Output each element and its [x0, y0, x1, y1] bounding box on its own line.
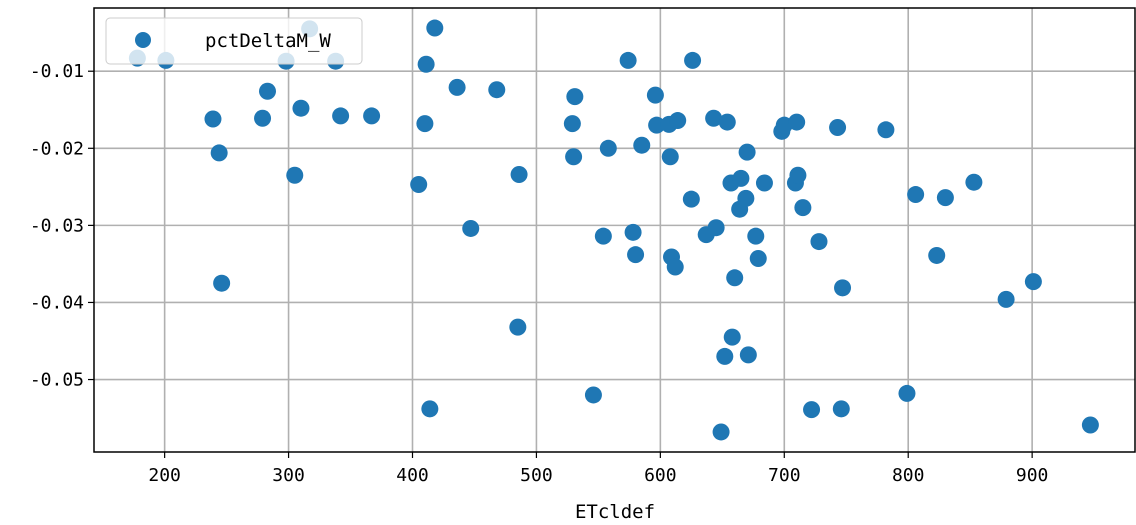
data-point: [834, 279, 852, 297]
data-point: [832, 400, 850, 418]
x-tick-label: 300: [272, 465, 305, 486]
legend-marker: [135, 32, 151, 48]
data-point: [803, 401, 821, 419]
data-point: [563, 115, 581, 133]
data-point: [810, 233, 828, 251]
data-point: [898, 384, 916, 402]
data-point: [648, 116, 666, 134]
data-point: [661, 148, 679, 166]
data-point: [723, 328, 741, 346]
data-point: [705, 109, 723, 127]
legend: pctDeltaM_W: [105, 17, 363, 65]
data-point: [928, 246, 946, 264]
data-point: [410, 176, 428, 194]
data-point: [997, 290, 1015, 308]
y-tick-label: -0.02: [30, 138, 84, 159]
data-point: [936, 189, 954, 207]
y-tick-label: -0.01: [30, 61, 84, 82]
data-point: [666, 258, 684, 276]
data-point: [488, 81, 506, 99]
data-point: [669, 112, 687, 130]
x-tick-label: 200: [148, 465, 181, 486]
x-tick-label: 800: [892, 465, 925, 486]
x-tick-label: 500: [520, 465, 553, 486]
legend-label: pctDeltaM_W: [205, 30, 331, 52]
data-point: [599, 139, 617, 157]
x-tick-label: 900: [1016, 465, 1049, 486]
data-point: [789, 166, 807, 184]
x-axis-label: ETcldef: [575, 501, 655, 523]
x-axis-ticks: 200 300 400 500 600 700 800 900: [148, 452, 1048, 486]
data-point: [755, 174, 773, 192]
data-point: [716, 347, 734, 365]
data-point: [907, 186, 925, 204]
data-point: [718, 113, 736, 131]
y-tick-label: -0.05: [30, 370, 84, 391]
data-point: [210, 144, 228, 162]
data-point: [286, 166, 304, 184]
data-point: [416, 115, 434, 133]
legend-box: [105, 17, 363, 65]
data-point: [684, 51, 702, 69]
y-axis-ticks: -0.01 -0.02 -0.03 -0.04 -0.05: [30, 61, 94, 391]
data-point: [565, 148, 583, 166]
data-point: [213, 274, 231, 292]
data-point: [877, 121, 895, 139]
data-point: [737, 189, 755, 207]
data-point: [633, 136, 651, 154]
grid-lines: [94, 8, 1135, 452]
data-point: [417, 55, 435, 73]
data-point: [292, 99, 310, 117]
data-point: [421, 400, 439, 418]
data-point: [584, 386, 602, 404]
data-point: [1081, 416, 1099, 434]
data-point: [594, 227, 612, 245]
data-point: [747, 227, 765, 245]
data-point: [619, 51, 637, 69]
data-point: [624, 223, 642, 241]
plot-frame: [93, 7, 1136, 453]
data-point: [738, 143, 756, 161]
data-point: [682, 190, 700, 208]
data-point: [1024, 273, 1042, 291]
x-tick-label: 400: [396, 465, 429, 486]
data-point: [794, 199, 812, 217]
data-point: [726, 269, 744, 287]
data-point: [566, 88, 584, 106]
data-point: [749, 250, 767, 268]
x-tick-label: 700: [768, 465, 801, 486]
data-point: [646, 86, 664, 104]
data-point: [788, 113, 806, 131]
data-point: [332, 107, 350, 125]
y-tick-label: -0.04: [30, 292, 84, 313]
data-point: [739, 346, 757, 364]
data-point: [829, 118, 847, 136]
data-point: [509, 318, 527, 336]
data-point: [204, 110, 222, 128]
data-point: [462, 219, 480, 237]
data-point: [254, 109, 272, 127]
data-point: [426, 19, 444, 37]
data-point: [627, 246, 645, 264]
data-point: [510, 166, 528, 183]
data-point: [965, 173, 983, 191]
data-point: [707, 219, 725, 237]
data-point: [448, 78, 466, 96]
data-points: [128, 19, 1099, 441]
data-point: [712, 423, 730, 441]
y-tick-label: -0.03: [30, 215, 84, 236]
data-point: [732, 169, 750, 187]
data-point: [259, 82, 276, 100]
x-tick-label: 600: [644, 465, 677, 486]
plot-background: [94, 8, 1136, 452]
data-point: [363, 107, 381, 125]
